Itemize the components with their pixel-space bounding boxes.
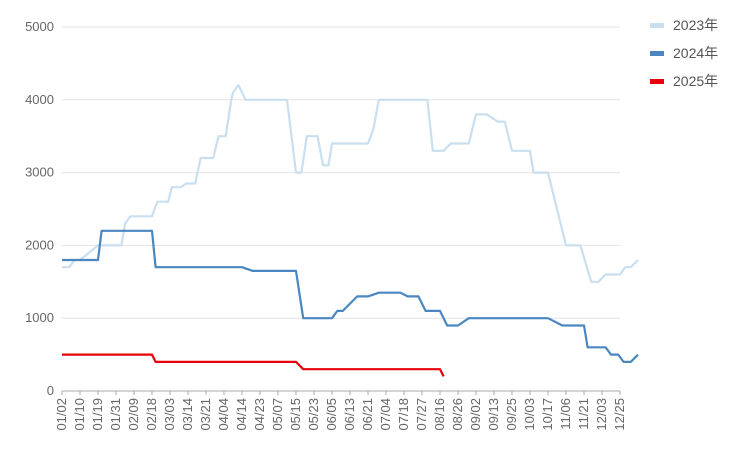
legend-swatch	[650, 51, 664, 56]
legend-label: 2025年	[673, 73, 718, 89]
x-tick-label: 06/13	[342, 398, 357, 431]
legend-label: 2024年	[673, 45, 718, 61]
x-tick-label: 09/25	[504, 398, 519, 431]
x-tick-label: 06/05	[324, 398, 339, 431]
series-lines	[62, 84, 639, 377]
series-line-1	[62, 84, 639, 283]
x-tick-label: 01/10	[72, 398, 87, 431]
x-tick-label: 08/26	[450, 398, 465, 431]
x-tick-label: 10/03	[522, 398, 537, 431]
x-tick-label: 03/21	[198, 398, 213, 431]
x-tick-label: 03/14	[180, 398, 195, 431]
x-tick-label: 02/09	[126, 398, 141, 431]
x-tick-label: 06/21	[360, 398, 375, 431]
x-tick-label: 01/19	[90, 398, 105, 431]
x-tick-label: 03/03	[162, 398, 177, 431]
x-tick-label: 07/27	[414, 398, 429, 431]
y-axis-tick-labels: 0 1000 2000 3000 4000 5000	[25, 19, 54, 398]
x-tick-label: 05/23	[306, 398, 321, 431]
x-tick-label: 04/04	[216, 398, 231, 431]
x-tick-label: 09/02	[468, 398, 483, 431]
x-tick-label: 05/07	[270, 398, 285, 431]
x-tick-label: 01/02	[54, 398, 69, 431]
x-tick-label: 07/18	[396, 398, 411, 431]
legend-swatch	[650, 23, 664, 28]
x-tick-label: 12/03	[594, 398, 609, 431]
x-tick-label: 11/21	[576, 398, 591, 430]
y-tick-label: 3000	[25, 165, 54, 180]
y-tick-label: 1000	[25, 310, 54, 325]
x-tick-label: 08/16	[432, 398, 447, 431]
x-tick-label: 11/06	[558, 398, 573, 430]
legend-label: 2023年	[673, 17, 718, 33]
legend: 2023年 2024年 2025年	[650, 17, 718, 89]
gridlines	[62, 26, 620, 392]
x-tick-label: 05/15	[288, 398, 303, 431]
x-tick-label: 10/17	[540, 398, 555, 431]
legend-swatch	[650, 79, 664, 84]
x-tick-label: 12/25	[612, 398, 627, 431]
y-tick-label: 2000	[25, 237, 54, 252]
x-tick-label: 01/31	[108, 398, 123, 431]
x-tick-label: 04/23	[252, 398, 267, 431]
y-tick-label: 4000	[25, 92, 54, 107]
y-tick-label: 0	[47, 383, 54, 398]
x-tick-label: 04/14	[234, 398, 249, 431]
series-line-3	[62, 353, 445, 377]
x-axis-tick-labels: 01/02 01/10 01/19 01/31 02/09 02/18 03/03 03/14…	[54, 391, 627, 431]
x-tick-label: 07/04	[378, 398, 393, 431]
x-tick-label: 09/13	[486, 398, 501, 431]
series-line-2	[62, 229, 639, 363]
y-tick-label: 5000	[25, 19, 54, 34]
x-tick-label: 02/18	[144, 398, 159, 431]
